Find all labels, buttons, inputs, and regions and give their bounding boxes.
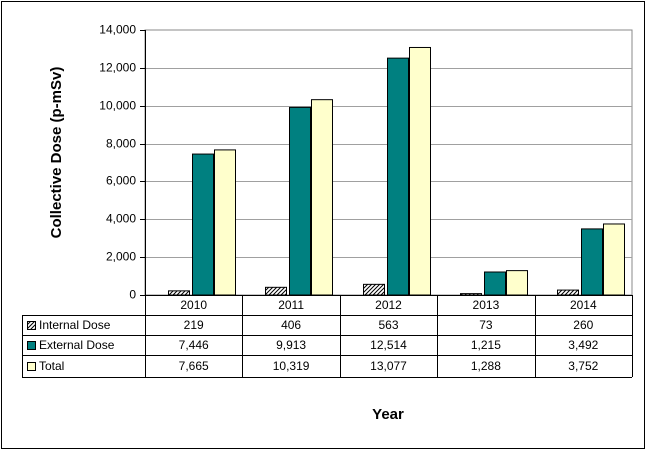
data-cell: 219 (184, 318, 204, 332)
bar-external-dose-2011 (289, 106, 311, 296)
data-cell: 1,215 (471, 338, 501, 352)
bar-internal-dose-2012 (363, 283, 385, 296)
legend-key-total (27, 362, 36, 371)
y-tick-label: 14,000 (99, 23, 136, 37)
data-cell: 73 (479, 318, 493, 332)
category-label: 2013 (473, 298, 500, 312)
data-cell: 9,913 (276, 338, 306, 352)
legend-key-external-dose (27, 341, 36, 350)
y-tick-label: 8,000 (106, 137, 136, 151)
legend-label: External Dose (39, 338, 115, 352)
category-label: 2011 (278, 298, 304, 312)
bar-external-dose-2013 (484, 271, 506, 296)
category-label: 2014 (570, 298, 597, 312)
bar-internal-dose-2014 (557, 289, 579, 296)
data-cell: 563 (378, 318, 398, 332)
x-axis-title: Year (372, 406, 404, 423)
data-cell: 3,752 (568, 359, 598, 373)
category-label: 2010 (180, 298, 207, 312)
bar-internal-dose-2011 (265, 286, 287, 296)
legend-label: Total (39, 359, 64, 373)
bar-internal-dose-2010 (168, 290, 190, 296)
y-tick-label: 12,000 (99, 61, 136, 75)
bar-total-2012 (409, 46, 431, 296)
data-cell: 3,492 (568, 338, 598, 352)
bar-external-dose-2014 (581, 228, 603, 296)
y-tick-label: 0 (129, 288, 136, 302)
y-tick-label: 4,000 (106, 212, 136, 226)
y-tick-label: 2,000 (106, 250, 136, 264)
data-cell: 10,319 (273, 359, 310, 373)
data-cell: 7,665 (179, 359, 209, 373)
legend-label: Internal Dose (39, 318, 111, 332)
bar-total-2014 (603, 223, 625, 296)
data-cell: 13,077 (370, 359, 407, 373)
data-cell: 12,514 (370, 338, 407, 352)
category-label: 2012 (375, 298, 402, 312)
bar-external-dose-2012 (387, 57, 409, 296)
bar-total-2013 (506, 270, 528, 296)
data-cell: 406 (281, 318, 301, 332)
data-cell: 1,288 (471, 359, 501, 373)
y-tick-label: 10,000 (99, 99, 136, 113)
bar-total-2011 (311, 99, 333, 296)
data-cell: 7,446 (179, 338, 209, 352)
bar-internal-dose-2013 (460, 293, 482, 296)
y-axis-title: Collective Dose (p-mSv) (48, 67, 65, 239)
bar-external-dose-2010 (192, 153, 214, 296)
bar-total-2010 (214, 149, 236, 296)
y-tick-label: 6,000 (106, 174, 136, 188)
data-cell: 260 (573, 318, 593, 332)
legend-key-internal-dose (27, 321, 36, 330)
